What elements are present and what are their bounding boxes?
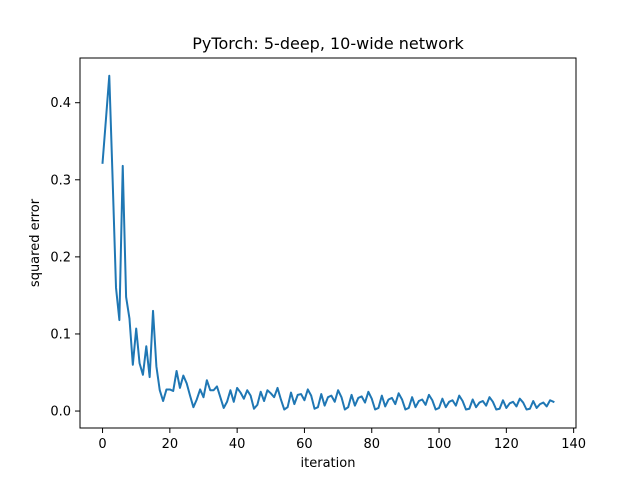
x-tick-label: 120 bbox=[494, 437, 519, 452]
x-tick-label: 60 bbox=[296, 437, 313, 452]
x-tick-label: 0 bbox=[98, 437, 106, 452]
chart-title: PyTorch: 5-deep, 10-wide network bbox=[192, 34, 464, 53]
y-tick-label: 0.0 bbox=[50, 405, 71, 420]
y-axis-label: squared error bbox=[28, 198, 43, 287]
x-tick-label: 20 bbox=[162, 437, 179, 452]
y-tick-label: 0.3 bbox=[50, 173, 71, 188]
y-axis: 0.0 0.1 0.2 0.3 0.4 bbox=[50, 96, 80, 420]
series-line bbox=[101, 74, 555, 411]
y-tick-label: 0.1 bbox=[50, 327, 71, 342]
x-tick-label: 100 bbox=[427, 437, 452, 452]
x-axis: 0 20 40 60 80 100 120 140 bbox=[98, 428, 586, 452]
x-tick-label: 40 bbox=[229, 437, 246, 452]
axes-frame bbox=[79, 57, 577, 429]
y-tick-label: 0.2 bbox=[50, 250, 71, 265]
x-tick-label: 140 bbox=[561, 437, 586, 452]
x-tick-label: 80 bbox=[363, 437, 380, 452]
x-axis-label: iteration bbox=[301, 456, 356, 471]
plot-area bbox=[79, 57, 577, 429]
y-tick-label: 0.4 bbox=[50, 96, 71, 111]
